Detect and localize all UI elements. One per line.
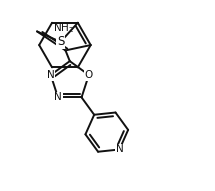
Text: NH$_2$: NH$_2$ bbox=[53, 21, 74, 35]
Text: O: O bbox=[85, 70, 93, 80]
Text: N: N bbox=[54, 92, 62, 102]
Text: S: S bbox=[57, 35, 64, 48]
Text: N: N bbox=[47, 70, 55, 80]
Text: N: N bbox=[115, 144, 123, 155]
